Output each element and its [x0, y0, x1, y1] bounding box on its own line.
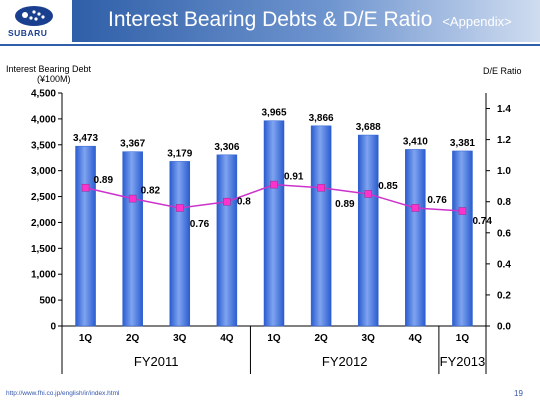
bar-value-label: 3,688 — [356, 122, 381, 133]
de-ratio-label: 0.89 — [94, 175, 114, 186]
bar — [75, 145, 96, 327]
bar-value-label: 3,179 — [167, 148, 192, 159]
de-ratio-label: 0.91 — [284, 172, 304, 183]
y-tick-label-left: 0 — [50, 322, 56, 333]
bar-value-label: 3,306 — [214, 142, 239, 153]
y-tick-label-right: 0.2 — [497, 290, 511, 301]
title-main: Interest Bearing Debts & D/E Ratio — [108, 8, 433, 31]
x-tick-label: 2Q — [314, 333, 328, 344]
bar — [452, 150, 473, 327]
y-tick-label-left: 4,500 — [31, 89, 56, 100]
de-ratio-label: 0.8 — [237, 197, 251, 208]
page-number: 19 — [514, 389, 523, 398]
bar — [357, 134, 379, 327]
x-tick-label: 4Q — [409, 333, 423, 344]
y-tick-label-right: 1.0 — [497, 166, 511, 177]
de-ratio-marker — [411, 204, 420, 212]
y-tick-label-left: 2,000 — [31, 218, 56, 229]
debt-de-ratio-chart: Interest Bearing Debt (¥100M) D/E Ratio … — [6, 64, 522, 374]
title-subtitle: <Appendix> — [442, 14, 512, 29]
y-tick-label-right: 0.8 — [497, 197, 511, 208]
y-tick-label-left: 500 — [39, 296, 56, 307]
y-tick-label-left: 4,000 — [31, 114, 56, 125]
y-tick-label-left: 3,000 — [31, 166, 56, 177]
bar — [216, 154, 238, 327]
footer-url[interactable]: http://www.fhi.co.jp/english/ir/index.ht… — [6, 390, 120, 397]
x-tick-label: 4Q — [220, 333, 234, 344]
y-tick-label-left: 1,000 — [31, 270, 56, 281]
bar-value-label: 3,367 — [120, 139, 145, 150]
de-ratio-label: 0.74 — [472, 216, 492, 227]
y-tick-label-left: 3,500 — [31, 140, 56, 151]
bar — [310, 125, 332, 327]
bar — [122, 151, 143, 327]
de-ratio-marker — [458, 207, 467, 215]
bar — [169, 161, 191, 327]
subaru-logo: SUBARU — [0, 0, 72, 42]
de-ratio-marker — [81, 183, 90, 192]
y-tick-label-left: 2,500 — [31, 192, 56, 203]
ylabel-left-line2: (¥100M) — [37, 74, 71, 84]
ylabel-left-line1: Interest Bearing Debt — [6, 64, 92, 74]
bar-value-label: 3,965 — [261, 108, 286, 119]
x-tick-label: 1Q — [79, 333, 93, 344]
group-label: FY2011 — [134, 354, 179, 369]
logo-text: SUBARU — [8, 28, 48, 38]
de-ratio-marker — [364, 190, 373, 198]
slide-header: SUBARU Interest Bearing Debts & D/E Rati… — [0, 0, 540, 46]
y-tick-label-right: 0.4 — [497, 259, 511, 270]
page-title: Interest Bearing Debts & D/E Ratio <Appe… — [108, 8, 512, 32]
title-bar: Interest Bearing Debts & D/E Ratio <Appe… — [72, 0, 540, 42]
x-tick-label: 1Q — [267, 333, 281, 344]
y-tick-label-right: 0.0 — [497, 322, 511, 333]
de-ratio-label: 0.76 — [190, 219, 210, 230]
ylabel-right: D/E Ratio — [483, 66, 522, 76]
bar-value-label: 3,381 — [450, 138, 475, 149]
de-ratio-label: 0.89 — [335, 199, 355, 210]
bar-value-label: 3,410 — [403, 136, 428, 147]
x-tick-label: 1Q — [456, 333, 470, 344]
bar-value-label: 3,473 — [73, 133, 98, 144]
group-label: FY2012 — [322, 354, 368, 369]
de-ratio-marker — [175, 204, 184, 212]
x-tick-label: 2Q — [126, 333, 140, 344]
title-underline — [0, 44, 540, 46]
x-tick-label: 3Q — [173, 333, 187, 344]
de-ratio-marker — [128, 194, 137, 203]
y-tick-label-left: 1,500 — [31, 244, 56, 255]
de-ratio-label: 0.76 — [427, 195, 447, 206]
de-ratio-label: 0.82 — [141, 186, 161, 197]
subaru-stars-icon — [15, 6, 53, 26]
de-ratio-marker — [270, 180, 278, 189]
bar — [405, 149, 426, 327]
y-tick-label-right: 1.4 — [497, 104, 511, 115]
x-tick-label: 3Q — [362, 333, 376, 344]
de-ratio-marker — [223, 197, 231, 206]
de-ratio-marker — [317, 183, 325, 192]
y-tick-label-right: 1.2 — [497, 135, 511, 146]
de-ratio-label: 0.85 — [378, 181, 398, 192]
y-tick-label-right: 0.6 — [497, 228, 511, 239]
bar — [263, 120, 285, 327]
group-label: FY2013 — [440, 354, 486, 369]
bar-value-label: 3,866 — [309, 113, 334, 124]
